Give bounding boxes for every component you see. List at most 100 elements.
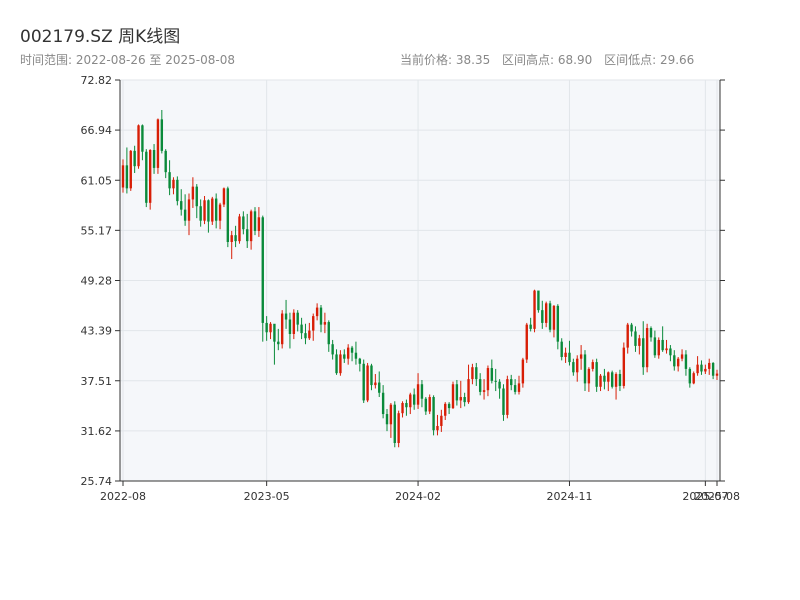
- candle-body: [273, 323, 276, 342]
- candle-body: [381, 392, 385, 415]
- candle-body: [673, 355, 676, 367]
- candle-body: [708, 362, 711, 369]
- candle-body: [172, 179, 175, 189]
- candle-body: [432, 397, 435, 431]
- candle-body: [331, 344, 334, 355]
- candle-body: [572, 362, 575, 373]
- candle-body: [269, 323, 272, 333]
- y-tick-label: 61.05: [81, 174, 113, 187]
- x-tick-label: 2024-11: [546, 490, 592, 503]
- candle-body: [304, 333, 307, 339]
- candle-body: [412, 394, 416, 405]
- candle-body: [455, 384, 459, 401]
- candle-body: [537, 290, 540, 311]
- candle-body: [315, 307, 319, 317]
- candle-body: [424, 398, 428, 412]
- candle-body: [645, 328, 649, 368]
- candle-body: [653, 337, 657, 356]
- candle-body: [552, 305, 556, 330]
- candle-body: [253, 211, 257, 231]
- candle-body: [661, 339, 664, 351]
- y-tick-label: 55.17: [81, 224, 113, 237]
- candle-body: [226, 188, 230, 243]
- candle-body: [145, 151, 148, 203]
- candle-body: [618, 374, 622, 386]
- candle-body: [630, 324, 633, 332]
- candle-body: [397, 413, 400, 444]
- candle-body: [277, 341, 280, 345]
- x-tick-label: 2023-05: [244, 490, 290, 503]
- candle-body: [346, 347, 350, 359]
- candle-body: [440, 415, 443, 426]
- candle-body: [401, 402, 404, 414]
- candle-body: [203, 200, 206, 221]
- candle-body: [568, 352, 571, 363]
- candle-body: [533, 290, 536, 329]
- candle-body: [560, 341, 563, 357]
- candle-body: [711, 362, 715, 376]
- candle-body: [409, 394, 412, 408]
- candle-body: [459, 397, 462, 401]
- candle-body: [475, 367, 478, 380]
- candle-body: [447, 403, 451, 409]
- candle-body: [133, 150, 136, 167]
- candle-body: [218, 204, 222, 221]
- candle-body: [339, 354, 342, 374]
- candle-body: [389, 404, 393, 425]
- current-price: 当前价格: 38.35: [400, 53, 491, 67]
- candle-body: [451, 384, 455, 409]
- candle-body: [513, 385, 517, 392]
- candle-body: [556, 305, 560, 342]
- candle-body: [467, 379, 470, 403]
- candle-body: [587, 368, 591, 384]
- candle-body: [319, 307, 323, 325]
- candle-body: [242, 216, 245, 230]
- candle-body: [486, 368, 490, 391]
- candle-body: [164, 150, 167, 173]
- y-tick-label: 49.28: [81, 275, 113, 288]
- candle-body: [684, 354, 688, 369]
- y-tick-label: 66.94: [81, 124, 113, 137]
- candle-body: [234, 235, 237, 242]
- candle-body: [614, 374, 618, 387]
- candle-body: [529, 324, 532, 329]
- y-tick-label: 31.62: [81, 425, 113, 438]
- candle-body: [544, 303, 548, 323]
- candle-body: [207, 200, 210, 222]
- candle-body: [599, 375, 602, 387]
- x-tick-label: 2025-08: [694, 490, 740, 503]
- x-tick-label: 2024-02: [395, 490, 441, 503]
- y-tick-label: 72.82: [81, 74, 113, 87]
- candle-body: [343, 354, 346, 359]
- candle-body: [152, 150, 156, 168]
- candle-body: [211, 198, 214, 222]
- candle-body: [478, 379, 482, 392]
- candle-body: [482, 390, 486, 392]
- candle-body: [148, 150, 152, 203]
- candle-body: [312, 316, 315, 331]
- candle-body: [704, 368, 707, 372]
- candle-body: [657, 339, 660, 356]
- candle-body: [444, 403, 447, 416]
- candle-body: [521, 359, 525, 384]
- range-low: 区间低点: 29.66: [604, 53, 695, 67]
- candle-body: [156, 119, 160, 168]
- candle-body: [416, 384, 420, 405]
- candle-body: [576, 358, 579, 373]
- candle-body: [680, 354, 684, 359]
- chart-title: 002179.SZ 周K线图: [20, 27, 181, 47]
- candle-body: [463, 397, 466, 403]
- candle-body: [525, 324, 528, 360]
- candle-body: [517, 383, 521, 392]
- candle-body: [642, 338, 645, 368]
- candle-body: [249, 211, 253, 242]
- candle-body: [665, 348, 668, 351]
- candle-body: [626, 324, 629, 348]
- candle-body: [195, 186, 198, 207]
- candle-body: [308, 330, 311, 339]
- candle-body: [129, 150, 132, 189]
- y-tick-label: 43.39: [81, 325, 113, 338]
- price-stats: 当前价格: 38.35 区间高点: 68.90 区间低点: 29.66: [400, 51, 694, 68]
- candle-body: [370, 365, 373, 386]
- candles: [121, 109, 719, 448]
